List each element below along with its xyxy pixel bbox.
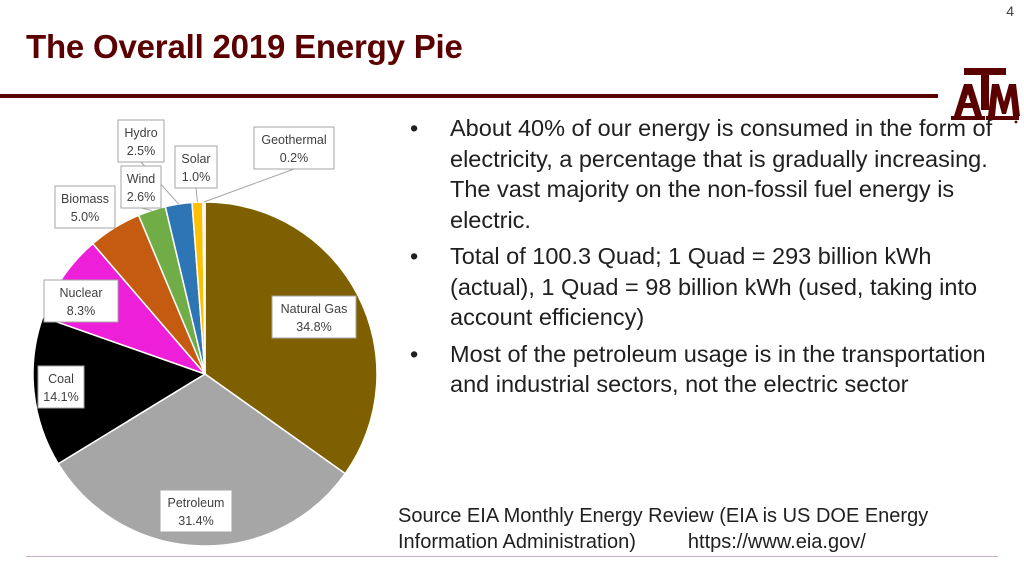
slice-value-label: 5.0% xyxy=(71,210,100,224)
slice-name-label: Nuclear xyxy=(59,286,102,300)
slice-name-label: Coal xyxy=(48,372,74,386)
source-url-link[interactable]: https://www.eia.gov/ xyxy=(687,531,866,553)
energy-pie-chart: Natural Gas 34.8% Petroleum 31.4% Coal 14.1% N… xyxy=(32,119,378,547)
slice-name-label: Hydro xyxy=(124,126,157,140)
label-box-hydro xyxy=(117,119,165,163)
label-box-natural-gas xyxy=(271,295,357,339)
label-box-solar xyxy=(174,145,218,189)
label-box-coal xyxy=(37,365,85,409)
label-box-petroleum xyxy=(159,489,233,533)
label-box-biomass xyxy=(54,185,116,229)
leader-line-geothermal xyxy=(203,168,295,203)
bullet-list: About 40% of our energy is consumed in t… xyxy=(410,113,1005,406)
label-box-wind xyxy=(120,165,162,209)
slice-name-label: Biomass xyxy=(61,192,109,206)
slice-value-label: 2.5% xyxy=(127,144,156,158)
bullet-petroleum-usage: Most of the petroleum usage is in the tr… xyxy=(410,339,1005,400)
slice-value-label: 14.1% xyxy=(43,390,78,404)
pie-slice-petroleum xyxy=(57,373,347,547)
source-citation: Source EIA Monthly Energy Review (EIA is… xyxy=(398,503,998,555)
leader-line-solar xyxy=(195,187,198,203)
slice-name-label: Petroleum xyxy=(168,496,225,510)
label-box-geothermal xyxy=(253,126,335,170)
bullet-quad-total: Total of 100.3 Quad; 1 Quad = 293 billio… xyxy=(410,241,1005,333)
slice-value-label: 2.6% xyxy=(127,190,156,204)
bottom-divider xyxy=(26,556,998,557)
title-divider xyxy=(0,94,938,98)
pie-slice-coal xyxy=(32,315,207,465)
slice-value-label: 34.8% xyxy=(296,320,331,334)
pie-slice-nuclear xyxy=(41,242,208,376)
slice-value-label: 31.4% xyxy=(178,514,213,528)
slide-title: The Overall 2019 Energy Pie xyxy=(26,28,463,65)
slice-value-label: 1.0% xyxy=(182,170,211,184)
slice-value-label: 8.3% xyxy=(67,304,96,318)
slide-number: 4 xyxy=(1006,3,1014,19)
source-line-2: Information Administration) https://www.e… xyxy=(398,529,998,555)
slice-name-label: Natural Gas xyxy=(281,302,348,316)
bullet-electricity: About 40% of our energy is consumed in t… xyxy=(410,113,1005,235)
slice-name-label: Wind xyxy=(127,172,156,186)
slice-value-label: 0.2% xyxy=(280,151,309,165)
source-line-2-text: Information Administration) xyxy=(398,531,636,553)
label-box-nuclear xyxy=(43,279,119,323)
source-line-1: Source EIA Monthly Energy Review (EIA is… xyxy=(398,505,929,527)
slice-name-label: Geothermal xyxy=(261,133,326,147)
slice-name-label: Solar xyxy=(181,152,210,166)
